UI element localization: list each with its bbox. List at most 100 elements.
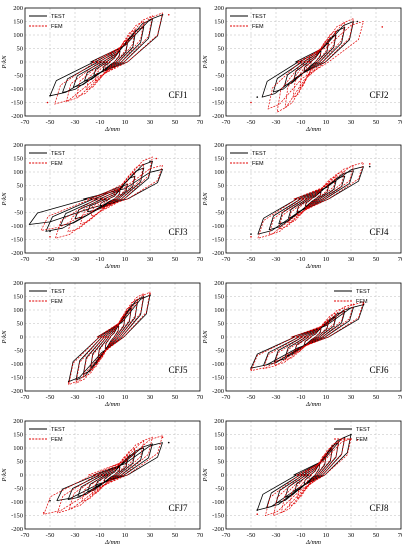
- y-tick-label: -100: [212, 223, 224, 230]
- y-tick-label: -150: [11, 237, 23, 244]
- y-axis-label: P/kN: [202, 468, 209, 483]
- plot-area: [46, 12, 170, 105]
- y-tick-label: -150: [212, 513, 224, 520]
- legend: TEST FEM: [29, 14, 66, 30]
- y-tick-label: 0: [20, 334, 23, 341]
- chart-panel-cfj2: -200 -150 -100 -50 0 50 100 150 200 -70 -50 -30 -10 1…: [202, 5, 402, 133]
- series-fem: [250, 18, 384, 113]
- legend-label-test: TEST: [51, 14, 66, 20]
- hysteresis-loop-fem: [80, 171, 136, 225]
- series-fem: [67, 291, 151, 386]
- y-tick-label: 100: [214, 32, 224, 39]
- y-tick-label: 0: [20, 196, 23, 203]
- chart-panel-cfj8: -200 -150 -100 -50 0 50 100 150 200 -70 -50 -30 -10 1…: [202, 418, 402, 546]
- x-tick-label: 30: [147, 394, 154, 401]
- legend: TEST FEM: [29, 427, 66, 443]
- x-tick-label: 70: [197, 256, 204, 263]
- plot-area: [250, 162, 371, 239]
- y-tick-label: -50: [215, 73, 224, 80]
- hysteresis-loop-fem: [299, 39, 329, 89]
- x-tick-label: -70: [21, 119, 30, 126]
- x-tick-label: 50: [172, 119, 179, 126]
- y-tick-label: -100: [11, 499, 23, 506]
- x-tick-label: -50: [247, 256, 256, 263]
- peak-point-positive: [368, 165, 371, 168]
- chart-panel-cfj6: -200 -150 -100 -50 0 50 100 150 200 -70 -50 -30 -10 1…: [202, 280, 402, 408]
- plot-area: [67, 291, 151, 386]
- x-tick-label: -50: [46, 532, 55, 539]
- hysteresis-loop-fem: [274, 307, 346, 366]
- legend-label-fem: FEM: [51, 437, 63, 443]
- x-tick-label: 50: [172, 256, 179, 263]
- hysteresis-loop-fem: [82, 298, 138, 378]
- hysteresis-loop-fem: [257, 162, 364, 239]
- peak-point-positive: [149, 160, 151, 162]
- y-tick-label: 200: [214, 280, 224, 287]
- hysteresis-loop-fem: [101, 463, 121, 487]
- series-test: [49, 441, 170, 502]
- x-tick-label: 30: [348, 532, 355, 539]
- hysteresis-loop-test: [268, 170, 354, 231]
- x-tick-label: 30: [348, 394, 355, 401]
- chart-panel-cfj4: -200 -150 -100 -50 0 50 100 150 200 -70 -50 -30 -10 1…: [202, 142, 402, 270]
- panel-label: CFJ6: [369, 365, 389, 375]
- hysteresis-loop-fem: [65, 15, 153, 103]
- plot-area: [256, 433, 359, 517]
- y-tick-label: 100: [13, 169, 23, 176]
- x-axis-label: Δ/mm: [104, 539, 120, 546]
- y-axis-label: P/kN: [202, 55, 209, 70]
- hysteresis-loop-fem: [76, 20, 145, 98]
- peak-point-negative: [49, 94, 51, 97]
- plot-area: [250, 301, 365, 372]
- peak-point-positive: [381, 26, 384, 28]
- hysteresis-loop-test: [56, 442, 163, 501]
- hysteresis-loop-fem: [284, 22, 346, 108]
- hysteresis-loop-fem: [292, 30, 337, 98]
- peak-point-positive: [155, 157, 158, 160]
- legend: TEST FEM: [334, 427, 371, 443]
- x-tick-label: -30: [272, 394, 281, 401]
- y-tick-label: -150: [212, 237, 224, 244]
- x-tick-label: -30: [272, 532, 281, 539]
- y-tick-label: 150: [214, 432, 224, 439]
- y-axis-label: P/kN: [1, 330, 8, 345]
- y-tick-label: 0: [221, 59, 224, 66]
- peak-point-negative: [250, 236, 252, 238]
- x-tick-label: -10: [297, 532, 306, 539]
- x-tick-label: -10: [297, 119, 306, 126]
- x-tick-label: -30: [71, 256, 80, 263]
- x-tick-label: 30: [348, 119, 355, 126]
- x-axis-label: Δ/mm: [104, 401, 120, 408]
- hysteresis-loop-fem: [303, 326, 322, 347]
- y-tick-label: 150: [13, 156, 23, 163]
- x-tick-label: 70: [197, 394, 204, 401]
- hysteresis-loop-fem: [43, 435, 163, 515]
- x-tick-label: -10: [96, 119, 105, 126]
- chart-panel-cfj3: -200 -150 -100 -50 0 50 100 150 200 -70 -50 -30 -10 1…: [1, 142, 203, 270]
- legend: TEST FEM: [29, 151, 66, 167]
- legend: TEST FEM: [29, 289, 66, 305]
- y-tick-label: 100: [13, 32, 23, 39]
- peak-point-negative: [250, 368, 252, 371]
- y-tick-label: -100: [212, 361, 224, 368]
- hysteresis-loop-test: [62, 18, 153, 93]
- y-tick-label: 0: [20, 59, 23, 66]
- x-tick-label: 30: [147, 256, 154, 263]
- y-tick-label: -150: [11, 375, 23, 382]
- peak-point-positive: [356, 20, 359, 23]
- x-tick-label: -70: [21, 532, 30, 539]
- x-tick-label: -10: [297, 256, 306, 263]
- y-tick-label: 50: [17, 46, 24, 53]
- hysteresis-loop-fem: [264, 438, 352, 517]
- x-tick-label: 70: [398, 119, 402, 126]
- hysteresis-loop-fem: [250, 301, 364, 372]
- peak-point-positive: [362, 302, 365, 305]
- x-tick-label: 10: [323, 394, 330, 401]
- y-tick-label: 200: [13, 418, 23, 425]
- y-tick-label: 100: [214, 445, 224, 452]
- y-tick-label: -50: [215, 486, 224, 493]
- series-fem: [42, 435, 164, 515]
- hysteresis-loop-fem: [297, 453, 327, 499]
- y-tick-label: 100: [13, 445, 23, 452]
- y-tick-label: 100: [13, 307, 23, 314]
